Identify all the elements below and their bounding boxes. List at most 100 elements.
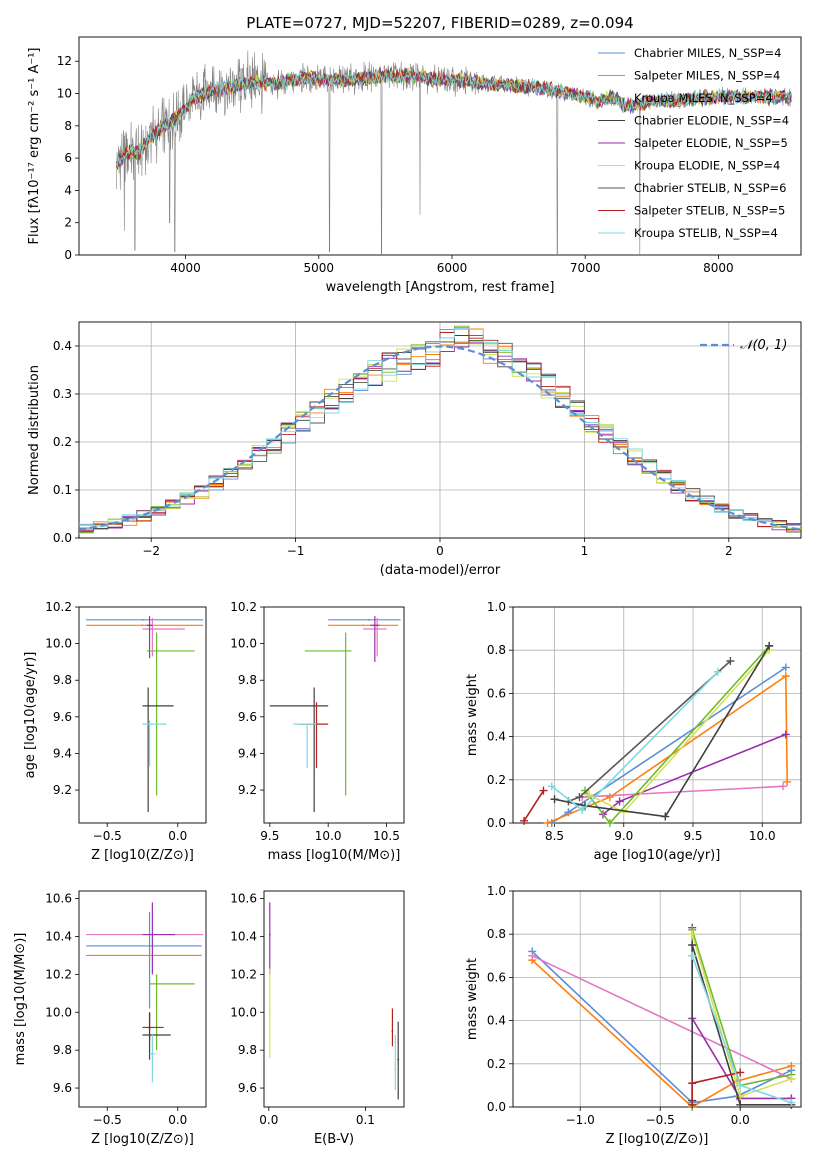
- weight-marker: [787, 1074, 796, 1083]
- y-axis-label: mass weight: [465, 674, 480, 756]
- data-point: [141, 624, 144, 627]
- y-tick-label: 4: [64, 183, 72, 197]
- axes-frame: [263, 890, 405, 1108]
- weight-marker: [578, 806, 587, 815]
- legend-label: Salpeter ELODIE, N_SSP=5: [634, 136, 788, 150]
- data-point: [394, 1068, 397, 1071]
- y-tick-label: 10.2: [45, 967, 72, 981]
- y-tick-label: 0.4: [53, 339, 72, 353]
- y-axis-label: Normed distribution: [27, 365, 42, 495]
- weight-marker: [688, 1100, 697, 1109]
- axes-frame: [512, 890, 802, 1108]
- weight-marker: [781, 663, 790, 672]
- y-tick-label: 0.1: [53, 483, 72, 497]
- weight-marker: [688, 1079, 697, 1088]
- y-tick-label: 1.0: [487, 600, 506, 614]
- x-axis-label: wavelength [Angstrom, rest frame]: [326, 280, 555, 295]
- y-tick-label: 10.0: [45, 1005, 72, 1019]
- weight-marker: [575, 793, 584, 802]
- x-tick-label: 0.1: [356, 1113, 375, 1127]
- weight-marker: [787, 1098, 796, 1107]
- weight-series-line: [551, 666, 787, 824]
- y-tick-label: 2: [64, 216, 72, 230]
- axes-frame: [512, 606, 802, 824]
- weight-marker: [736, 1100, 745, 1109]
- x-tick-label: 2: [725, 544, 733, 558]
- y-tick-label: 10.2: [230, 967, 257, 981]
- weight-vs-age-panel: 8.5 9.0 9.5 10.0 0.0 0.2 0.4 0.6 0.8 1.0 age [log1…: [465, 600, 802, 863]
- legend-label: Salpeter STELIB, N_SSP=5: [634, 204, 785, 218]
- axes-frame: [263, 606, 405, 824]
- axes-frame: [78, 606, 207, 824]
- weight-marker: [605, 793, 614, 802]
- x-tick-label: 10.0: [749, 829, 776, 843]
- x-tick-label: −1.0: [566, 1113, 595, 1127]
- y-tick-label: 10.0: [230, 637, 257, 651]
- legend-label: Kroupa ELODIE, N_SSP=4: [634, 159, 780, 173]
- y-tick-label: 9.2: [53, 783, 72, 797]
- x-axis-label: age [log10(age/yr)]: [594, 848, 721, 863]
- x-tick-label: −2: [142, 544, 160, 558]
- x-tick-label: 9.5: [683, 829, 702, 843]
- data-point: [376, 628, 379, 630]
- axes-frame: [78, 36, 802, 256]
- legend-label: Kroupa MILES, N_SSP=4: [634, 91, 773, 105]
- data-point: [344, 650, 347, 652]
- x-tick-label: 10.5: [373, 829, 400, 843]
- mass-vs-metallicity-panel: −0.5 0.0 9.6 9.8 10.0 10.2 10.4 10.6 Z [log10(Z/…: [13, 890, 207, 1147]
- age-vs-metallicity-panel: −0.5 0.0 9.2 9.4 9.6 9.8 10.0 10.2 Z [log10(Z/Z⊙…: [23, 600, 207, 863]
- y-tick-label: 1.0: [487, 884, 506, 898]
- legend-label: Chabrier MILES, N_SSP=4: [634, 46, 781, 60]
- weight-marker: [688, 951, 697, 960]
- y-tick-label: 0.2: [53, 435, 72, 449]
- legend-label: Salpeter MILES, N_SSP=4: [634, 69, 780, 83]
- spectrum-plot-area: [115, 50, 792, 255]
- x-tick-label: 8000: [703, 261, 734, 275]
- data-point: [151, 1053, 154, 1055]
- x-tick-label: −1: [287, 544, 305, 558]
- legend-label: Kroupa STELIB, N_SSP=4: [634, 226, 778, 240]
- weight-series-line: [554, 645, 770, 818]
- x-axis-label: Z [log10(Z/Z⊙)]: [91, 848, 194, 863]
- spectrum-panel: 4000 5000 6000 7000 8000 0 2 4 6 8 10 12 wavelength …: [27, 36, 802, 295]
- weight-series-line: [531, 955, 792, 1080]
- y-tick-label: 10.4: [45, 929, 72, 943]
- x-axis-label: E(B-V): [314, 1132, 354, 1147]
- model-line: [115, 67, 792, 171]
- weight-vs-metallicity-panel: −1.0 −0.5 0.0 0.0 0.2 0.4 0.6 0.8 1.0 Z [log10(Z/…: [465, 884, 802, 1147]
- y-tick-label: 10.2: [230, 600, 257, 614]
- y-tick-label: 0.2: [487, 1057, 506, 1071]
- weight-marker: [787, 1061, 796, 1070]
- x-tick-label: −0.5: [646, 1113, 675, 1127]
- y-tick-label: 10.4: [230, 929, 257, 943]
- y-axis-label: Flux [fλ10⁻¹⁷ erg cm⁻² s⁻¹ A⁻¹]: [27, 48, 42, 245]
- x-tick-label: 0: [436, 544, 444, 558]
- weight-series-line: [602, 733, 787, 816]
- weight-marker: [550, 795, 559, 804]
- data-point: [147, 704, 150, 707]
- data-point: [368, 618, 370, 621]
- weight-marker: [585, 790, 594, 799]
- axes-frame: [78, 321, 802, 539]
- y-tick-label: 12: [57, 54, 72, 68]
- y-tick-label: 9.4: [53, 746, 72, 760]
- data-point: [141, 618, 144, 621]
- weight-marker: [765, 641, 774, 650]
- data-point: [155, 982, 158, 985]
- x-axis-label: mass [log10(M/M⊙)]: [268, 848, 401, 863]
- y-tick-label: 0: [64, 248, 72, 262]
- weight-marker: [581, 801, 589, 810]
- y-tick-label: 8: [64, 119, 72, 133]
- weight-marker: [736, 1068, 745, 1077]
- y-tick-label: 0.0: [487, 1100, 506, 1114]
- y-tick-label: 0.4: [487, 1014, 506, 1028]
- y-tick-label: 10.2: [45, 600, 72, 614]
- weight-marker: [543, 819, 552, 827]
- legend-label: 𝒩(0, 1): [740, 338, 787, 353]
- y-tick-label: 10.0: [45, 637, 72, 651]
- y-tick-label: 9.6: [53, 1081, 72, 1095]
- x-tick-label: 7000: [570, 261, 601, 275]
- mass-vs-ebv-panel: 0.0 0.1 9.6 9.8 10.0 10.2 10.4 10.6 E(B-V): [230, 890, 405, 1147]
- weight-series-line: [531, 950, 792, 1104]
